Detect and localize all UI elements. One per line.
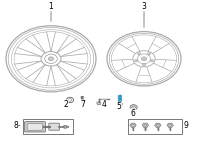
Circle shape <box>63 125 67 128</box>
Text: 6: 6 <box>131 109 135 118</box>
Circle shape <box>135 59 138 62</box>
Text: 9: 9 <box>184 121 188 130</box>
Text: 3: 3 <box>142 2 146 11</box>
Text: 2: 2 <box>64 100 68 109</box>
FancyBboxPatch shape <box>118 96 122 104</box>
Circle shape <box>138 53 141 55</box>
FancyBboxPatch shape <box>24 122 46 132</box>
FancyBboxPatch shape <box>132 110 135 112</box>
Circle shape <box>150 59 153 62</box>
Circle shape <box>130 105 137 110</box>
FancyBboxPatch shape <box>27 123 42 130</box>
FancyBboxPatch shape <box>118 103 122 105</box>
Text: 5: 5 <box>117 102 121 111</box>
Circle shape <box>147 53 150 55</box>
Circle shape <box>142 64 146 66</box>
Text: 8: 8 <box>13 121 18 130</box>
FancyBboxPatch shape <box>81 97 84 98</box>
Circle shape <box>48 57 54 61</box>
Text: 7: 7 <box>81 100 85 109</box>
Circle shape <box>66 126 69 128</box>
Text: 1: 1 <box>49 2 53 11</box>
Text: 4: 4 <box>102 100 106 109</box>
FancyBboxPatch shape <box>49 123 59 130</box>
Circle shape <box>141 57 147 61</box>
